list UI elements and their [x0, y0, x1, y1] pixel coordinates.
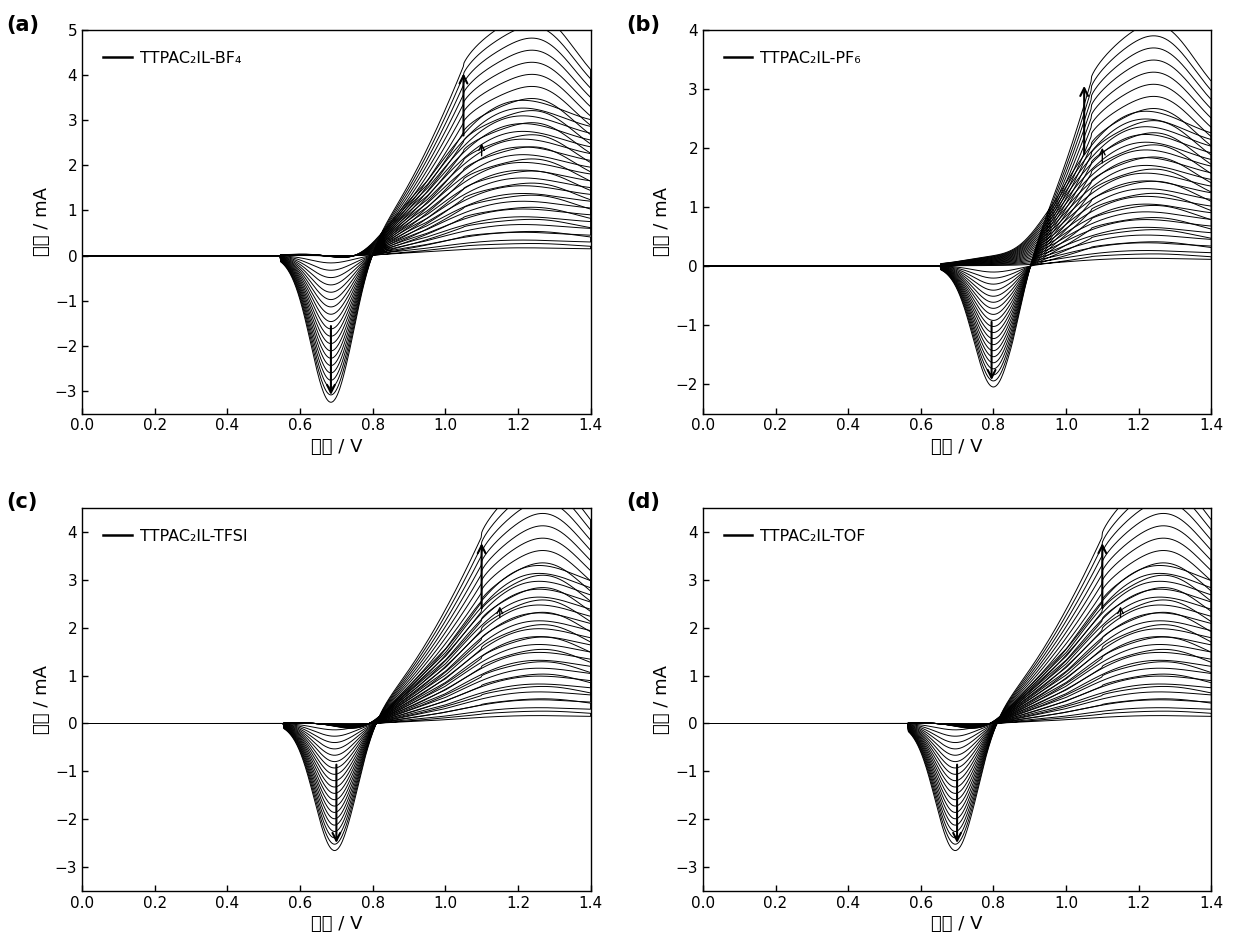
Y-axis label: 电流 / mA: 电流 / mA	[32, 187, 51, 256]
X-axis label: 电压 / V: 电压 / V	[931, 916, 983, 933]
Text: (b): (b)	[626, 14, 661, 34]
Y-axis label: 电流 / mA: 电流 / mA	[653, 187, 672, 256]
Legend: TTPAC₂IL-PF₆: TTPAC₂IL-PF₆	[711, 38, 874, 79]
X-axis label: 电压 / V: 电压 / V	[311, 916, 362, 933]
Text: (a): (a)	[6, 14, 38, 34]
X-axis label: 电压 / V: 电压 / V	[311, 438, 362, 456]
Text: (d): (d)	[626, 492, 661, 512]
Legend: TTPAC₂IL-TFSI: TTPAC₂IL-TFSI	[91, 516, 260, 557]
X-axis label: 电压 / V: 电压 / V	[931, 438, 983, 456]
Legend: TTPAC₂IL-TOF: TTPAC₂IL-TOF	[711, 516, 879, 557]
Y-axis label: 电流 / mA: 电流 / mA	[32, 665, 51, 734]
Y-axis label: 电流 / mA: 电流 / mA	[653, 665, 671, 734]
Legend: TTPAC₂IL-BF₄: TTPAC₂IL-BF₄	[91, 38, 254, 79]
Text: (c): (c)	[6, 492, 37, 512]
